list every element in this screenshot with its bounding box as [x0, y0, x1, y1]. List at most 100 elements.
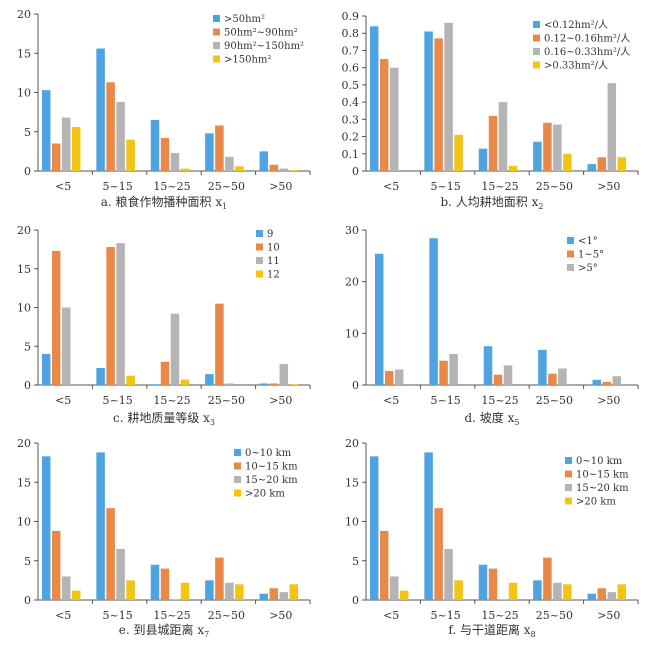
bar-2-5: [597, 588, 607, 600]
legend-swatch-2: [567, 250, 574, 258]
legend-swatch-4: [533, 61, 540, 69]
legend-swatch-4: [234, 489, 241, 497]
legend-label-1: 0~10 km: [576, 456, 623, 467]
bar-3-1: [389, 576, 399, 600]
x-tick-label: 15~25: [481, 609, 518, 622]
bar-3-4: [225, 383, 234, 385]
x-tick-label: 15~25: [153, 394, 190, 407]
legend-swatch-3: [213, 42, 220, 49]
y-tick-label: 20: [345, 437, 359, 450]
caption-text: a. 粮食作物播种面积 x: [101, 194, 223, 209]
bar-2-2: [106, 82, 115, 171]
bar-4-2: [454, 134, 463, 171]
bar-3-1: [61, 307, 71, 385]
bar-1-3: [150, 119, 160, 171]
x-tick-label: >50: [269, 394, 292, 407]
bar-1-4: [533, 580, 542, 600]
bar-1-1: [369, 456, 379, 600]
chart-panel-d: 0 10 20 30 <5 5~15 15~25 25~50 >50 <1° 1~5° >5° d. 坡…: [345, 224, 639, 427]
bar-3-2: [449, 354, 458, 385]
bar-2-1: [51, 143, 61, 171]
bar-2-2: [439, 360, 448, 385]
bar-1-3: [478, 148, 488, 171]
bar-2-2: [106, 508, 115, 600]
legend: 0~10 km 10~15 km 15~20 km >20 km: [565, 456, 629, 508]
bar-2-3: [488, 115, 498, 171]
y-tick-label: 0.2: [342, 131, 360, 144]
x-tick-label: <5: [383, 609, 399, 622]
y-tick-label: 15: [17, 476, 31, 489]
bar-2-1: [51, 530, 61, 600]
y-tick-label: 30: [345, 224, 359, 237]
legend-label-4: 12: [267, 270, 280, 281]
y-tick-label: 0: [352, 165, 359, 178]
caption-subscript: 8: [531, 630, 536, 639]
bar-2-2: [434, 508, 443, 600]
legend-swatch-3: [234, 476, 241, 483]
caption-subscript: 2: [538, 202, 543, 211]
bar-2-3: [160, 568, 170, 600]
bar-2-3: [160, 361, 170, 385]
bar-1-1: [41, 90, 51, 171]
legend-label-4: >0.33hm²/人: [544, 60, 608, 72]
legend-swatch-2: [533, 34, 540, 42]
x-tick-label: >50: [269, 609, 292, 622]
y-tick-label: 5: [352, 555, 359, 568]
bar-4-5: [289, 170, 299, 171]
bar-3-2: [116, 101, 125, 171]
bar-2-2: [106, 247, 115, 385]
x-tick-label: 5~15: [430, 394, 460, 407]
bar-1-4: [205, 580, 214, 600]
legend-label-1: <0.12hm²/人: [544, 19, 608, 31]
bar-1-4: [533, 141, 542, 171]
legend-label-3: 11: [267, 256, 280, 267]
bar-4-4: [563, 584, 572, 600]
bar-3-5: [607, 592, 617, 600]
x-tick-label: 15~25: [481, 394, 518, 407]
y-tick-label: 20: [17, 437, 31, 450]
bar-2-1: [379, 59, 389, 171]
caption-text: c. 耕地质量等级 x: [113, 410, 210, 425]
bar-3-4: [225, 582, 234, 600]
x-tick-label: 5~15: [430, 180, 460, 193]
caption-text: b. 人均耕地面积 x: [441, 194, 539, 209]
bar-3-1: [61, 576, 71, 600]
y-tick-label: 0.1: [342, 148, 360, 161]
legend-label-2: 10: [267, 243, 280, 254]
x-tick-label: 15~25: [153, 609, 190, 622]
bar-4-4: [235, 166, 244, 171]
bar-2-4: [543, 122, 552, 171]
legend-swatch-2: [565, 470, 572, 478]
legend-swatch-2: [256, 243, 263, 251]
y-tick-label: 5: [24, 126, 31, 139]
bar-3-5: [612, 376, 622, 385]
legend-swatch-1: [256, 230, 263, 237]
legend-swatch-4: [256, 270, 263, 278]
legend-swatch-3: [567, 264, 574, 271]
legend-label-3: 90hm²~150hm²: [224, 41, 304, 52]
panel-caption: d. 坡度 x5: [465, 410, 520, 427]
bar-3-3: [498, 599, 508, 600]
y-tick-label: 10: [345, 327, 359, 340]
bar-4-5: [617, 157, 627, 171]
bar-4-4: [235, 584, 244, 600]
bar-1-2: [96, 452, 105, 600]
bar-3-5: [279, 364, 289, 385]
y-tick-label: 0.4: [342, 96, 360, 109]
y-tick-label: 0: [352, 379, 359, 392]
legend-swatch-1: [565, 457, 572, 464]
bar-2-5: [269, 383, 279, 385]
bar-4-2: [126, 580, 135, 600]
y-tick-label: 0.8: [342, 27, 360, 40]
legend-swatch-2: [234, 462, 241, 470]
bar-1-4: [538, 349, 547, 385]
bar-2-3: [160, 138, 170, 171]
bar-1-5: [587, 164, 597, 171]
legend-label-1: >50hm²: [224, 14, 265, 25]
x-tick-label: 25~50: [536, 609, 573, 622]
bar-4-3: [180, 168, 190, 171]
bar-3-3: [170, 599, 180, 600]
bar-1-1: [41, 456, 51, 600]
bar-2-3: [488, 568, 498, 600]
